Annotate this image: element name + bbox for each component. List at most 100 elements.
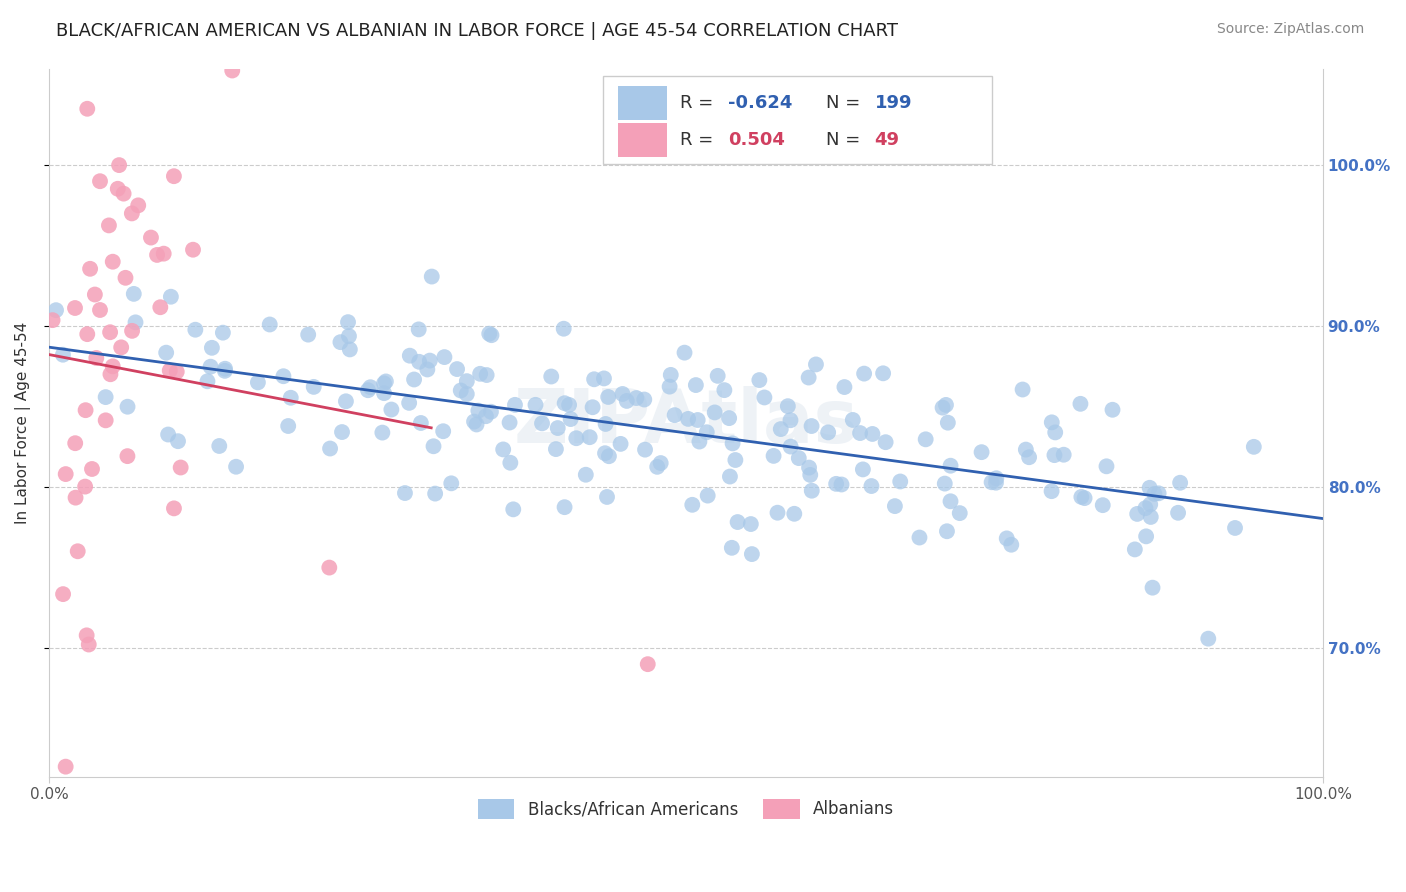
Point — [721, 541, 744, 555]
Point — [75, 403, 97, 417]
Point — [357, 383, 380, 397]
Point — [280, 391, 302, 405]
Point — [939, 458, 962, 473]
Point — [456, 374, 478, 388]
Point — [170, 460, 193, 475]
Point — [612, 387, 634, 401]
Point — [52, 348, 75, 362]
Point — [565, 431, 588, 445]
Point — [831, 477, 853, 491]
Point — [980, 475, 1002, 490]
Point — [146, 248, 169, 262]
Point — [419, 353, 441, 368]
Point — [450, 384, 472, 398]
Point — [63, 436, 86, 450]
Point — [45, 303, 67, 318]
Point — [883, 499, 905, 513]
Point — [1069, 397, 1091, 411]
Point — [404, 372, 426, 386]
Point — [121, 324, 143, 338]
Point — [1139, 510, 1161, 524]
Point — [83, 287, 105, 301]
Point — [984, 475, 1007, 490]
Point — [1053, 448, 1076, 462]
Point — [277, 419, 299, 434]
Point — [76, 628, 98, 642]
Point — [97, 219, 120, 233]
Point — [337, 329, 360, 343]
Point — [478, 326, 501, 341]
Point — [89, 174, 111, 188]
Point — [1197, 632, 1219, 646]
Point — [468, 367, 491, 381]
Point — [108, 158, 131, 172]
Point — [939, 494, 962, 508]
Text: 199: 199 — [875, 95, 912, 112]
Point — [86, 351, 108, 365]
Point — [872, 367, 894, 381]
FancyBboxPatch shape — [603, 76, 991, 164]
Point — [76, 102, 98, 116]
Point — [1243, 440, 1265, 454]
Point — [409, 416, 432, 430]
Point — [149, 300, 172, 314]
Point — [319, 442, 342, 456]
Text: BLACK/AFRICAN AMERICAN VS ALBANIAN IN LABOR FORCE | AGE 45-54 CORRELATION CHART: BLACK/AFRICAN AMERICAN VS ALBANIAN IN LA… — [56, 22, 898, 40]
Point — [329, 335, 352, 350]
Point — [1018, 450, 1040, 465]
Point — [1126, 507, 1149, 521]
Text: Source: ZipAtlas.com: Source: ZipAtlas.com — [1216, 22, 1364, 37]
Point — [110, 340, 132, 354]
Point — [55, 759, 77, 773]
Point — [685, 378, 707, 392]
Point — [696, 489, 718, 503]
Point — [1139, 498, 1161, 512]
Point — [1147, 486, 1170, 500]
Point — [626, 391, 648, 405]
Point — [658, 379, 681, 393]
Point — [936, 524, 959, 539]
Point — [107, 182, 129, 196]
Point — [659, 368, 682, 382]
Point — [373, 376, 395, 391]
Text: N =: N = — [827, 131, 866, 149]
Point — [297, 327, 319, 342]
Point — [481, 328, 503, 343]
Point — [152, 246, 174, 260]
Point — [1043, 448, 1066, 462]
Point — [540, 369, 562, 384]
Point — [1011, 383, 1033, 397]
Point — [302, 380, 325, 394]
Point — [718, 411, 741, 425]
Point — [825, 476, 848, 491]
Point — [423, 486, 446, 500]
Point — [1168, 475, 1191, 490]
Point — [52, 587, 75, 601]
Point — [804, 358, 827, 372]
Point — [89, 303, 111, 318]
Point — [754, 391, 776, 405]
Point — [246, 376, 269, 390]
Point — [593, 371, 616, 385]
Point — [1135, 501, 1157, 516]
Point — [122, 286, 145, 301]
Point — [934, 476, 956, 491]
Point — [799, 467, 821, 482]
Point — [875, 435, 897, 450]
Point — [949, 506, 972, 520]
Point — [456, 387, 478, 401]
Point — [740, 517, 762, 532]
Point — [1139, 481, 1161, 495]
Point — [970, 445, 993, 459]
Point — [200, 359, 222, 374]
Point — [55, 467, 77, 481]
Point — [335, 394, 357, 409]
Point — [1000, 538, 1022, 552]
Point — [853, 367, 876, 381]
Point — [986, 471, 1008, 485]
Point — [214, 361, 236, 376]
Point — [776, 399, 799, 413]
Text: N =: N = — [827, 95, 866, 112]
Point — [339, 343, 361, 357]
Point — [416, 362, 439, 376]
